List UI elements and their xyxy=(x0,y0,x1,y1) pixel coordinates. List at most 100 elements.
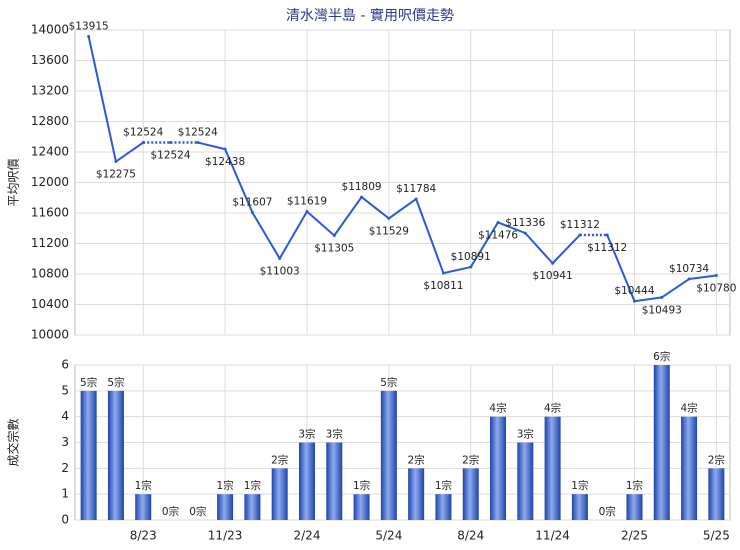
value-label: 0宗 xyxy=(599,505,616,518)
point xyxy=(578,233,582,237)
point xyxy=(305,210,309,214)
line-segment xyxy=(224,148,254,213)
y-tick-label: 11600 xyxy=(31,206,69,220)
value-label: $10444 xyxy=(614,285,654,297)
bar xyxy=(326,442,343,520)
y-tick-label: 3 xyxy=(61,435,69,449)
point xyxy=(605,233,609,237)
line-segment xyxy=(634,296,662,303)
y-tick-label: 6 xyxy=(61,358,69,372)
y-tick-label: 1 xyxy=(61,487,69,501)
point xyxy=(687,277,691,281)
y-tick-label: 10400 xyxy=(31,297,69,311)
point xyxy=(250,210,254,214)
bar xyxy=(217,494,234,520)
y-axis-title: 平均呎價 xyxy=(7,158,21,206)
y-tick-label: 4 xyxy=(61,409,69,423)
value-label: 3宗 xyxy=(326,428,343,441)
chart-title: 清水灣半島 - 實用呎價走勢 xyxy=(286,7,454,24)
point xyxy=(496,220,500,224)
point xyxy=(469,265,473,269)
line-segment xyxy=(251,211,281,260)
value-label: 2宗 xyxy=(462,453,479,466)
y-tick-label: 12400 xyxy=(31,145,69,159)
line-segment xyxy=(360,196,390,220)
y-tick-label: 14000 xyxy=(31,23,69,37)
value-label: 5宗 xyxy=(80,376,97,389)
point xyxy=(169,141,173,145)
bar xyxy=(107,390,124,520)
bar xyxy=(298,442,315,520)
y-tick-label: 10000 xyxy=(31,328,69,342)
value-label: $10811 xyxy=(423,280,463,292)
bar xyxy=(380,390,397,520)
point xyxy=(278,257,282,261)
line-segment xyxy=(278,211,308,260)
value-label: 4宗 xyxy=(489,402,506,415)
point xyxy=(196,141,200,145)
y-tick-label: 12000 xyxy=(31,175,69,189)
value-label: $11476 xyxy=(478,229,518,241)
y-tick-label: 10800 xyxy=(31,267,69,281)
value-label: 1宗 xyxy=(244,479,261,492)
value-label: 1宗 xyxy=(435,479,452,492)
point xyxy=(114,160,118,164)
bar xyxy=(626,494,643,520)
line-segment xyxy=(415,198,445,274)
value-label: 2宗 xyxy=(271,453,288,466)
value-label: $13915 xyxy=(69,20,109,32)
value-label: $11607 xyxy=(232,196,272,208)
value-label: $11529 xyxy=(369,225,409,237)
value-label: 6宗 xyxy=(653,350,670,363)
value-label: $11003 xyxy=(260,266,300,278)
x-tick-label: 11/23 xyxy=(208,529,243,543)
value-label: 4宗 xyxy=(680,402,697,415)
y-axis-title: 成交宗數 xyxy=(6,418,21,466)
line-segment xyxy=(388,198,417,220)
x-tick-label: 8/24 xyxy=(457,529,484,543)
x-tick-label: 2/25 xyxy=(621,529,648,543)
point xyxy=(141,141,145,145)
bar xyxy=(353,494,370,520)
point xyxy=(441,271,445,275)
bar xyxy=(462,468,479,520)
value-label: 2宗 xyxy=(708,453,725,466)
value-label: $12524 xyxy=(178,127,218,139)
point xyxy=(223,147,227,151)
line-segment xyxy=(606,234,636,302)
value-label: $10780 xyxy=(696,283,736,295)
x-tick-label: 5/25 xyxy=(703,529,730,543)
bar xyxy=(490,416,507,520)
value-label: $11305 xyxy=(314,242,354,254)
line-segment xyxy=(661,278,690,299)
value-label: 5宗 xyxy=(107,376,124,389)
x-tick-label: 8/23 xyxy=(130,529,157,543)
value-label: $11312 xyxy=(560,219,600,231)
value-label: 3宗 xyxy=(517,428,534,441)
bar xyxy=(80,390,97,520)
value-label: $10941 xyxy=(533,270,573,282)
y-tick-label: 0 xyxy=(61,513,69,527)
bar xyxy=(708,468,725,520)
y-tick-label: 13600 xyxy=(31,53,69,67)
value-label: $12524 xyxy=(150,150,190,162)
line-segment xyxy=(497,221,526,235)
bar xyxy=(517,442,534,520)
y-tick-label: 2 xyxy=(61,461,69,475)
point xyxy=(660,295,664,299)
value-label: 1宗 xyxy=(626,479,643,492)
point xyxy=(551,261,555,265)
value-label: $12438 xyxy=(205,156,245,168)
line-segment xyxy=(333,196,363,237)
value-label: $11784 xyxy=(396,183,436,195)
point xyxy=(87,34,91,38)
value-label: $10493 xyxy=(642,304,682,316)
value-label: 0宗 xyxy=(189,505,206,518)
value-label: 5宗 xyxy=(380,376,397,389)
x-tick-label: 5/24 xyxy=(375,529,402,543)
point xyxy=(360,195,364,199)
line-segment xyxy=(524,232,554,264)
point xyxy=(714,274,718,278)
point xyxy=(332,233,336,237)
